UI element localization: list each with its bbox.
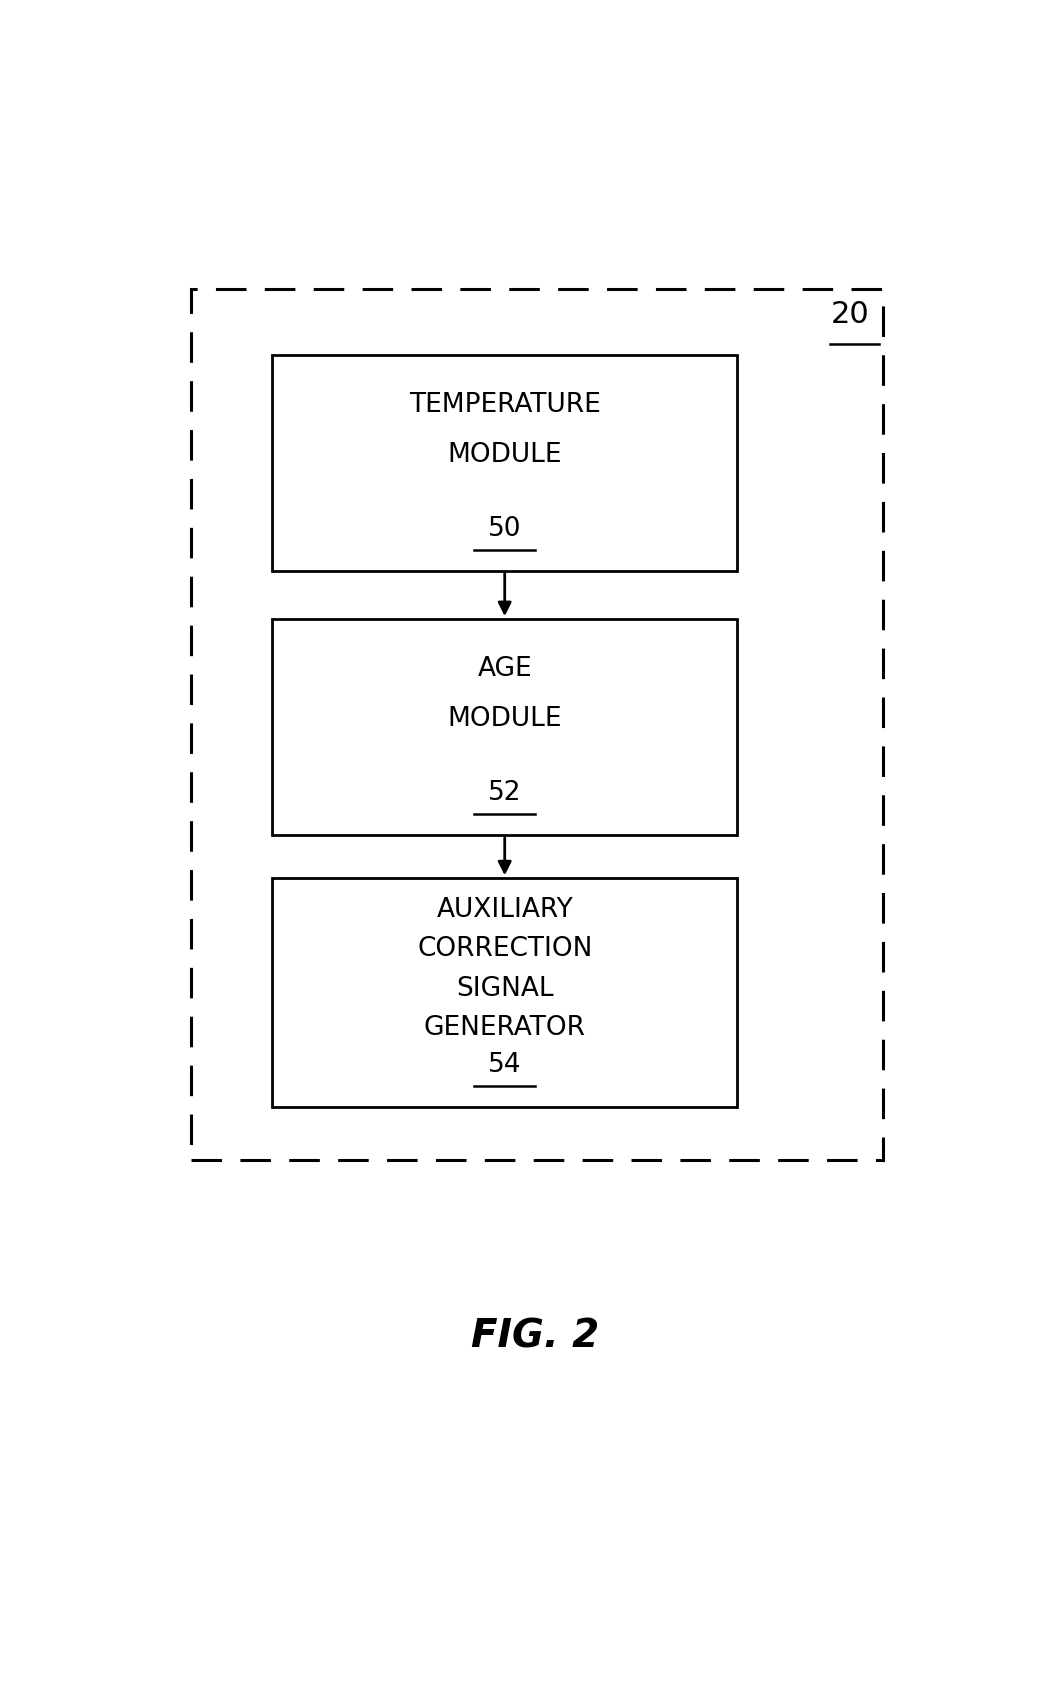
- Text: 20: 20: [830, 299, 869, 328]
- Bar: [272, 355, 737, 571]
- Text: MODULE: MODULE: [448, 706, 562, 733]
- Text: AGE: AGE: [477, 656, 532, 682]
- Bar: [191, 289, 883, 1159]
- Text: AUXILIARY: AUXILIARY: [436, 898, 573, 923]
- Text: CORRECTION: CORRECTION: [417, 937, 592, 962]
- Text: GENERATOR: GENERATOR: [424, 1015, 586, 1040]
- Text: 52: 52: [488, 780, 521, 806]
- Text: TEMPERATURE: TEMPERATURE: [409, 393, 600, 418]
- Text: 54: 54: [488, 1052, 521, 1078]
- Text: SIGNAL: SIGNAL: [456, 976, 553, 1001]
- Text: FIG. 2: FIG. 2: [471, 1318, 599, 1355]
- Bar: [272, 619, 737, 835]
- Text: 50: 50: [488, 515, 521, 542]
- Text: MODULE: MODULE: [448, 442, 562, 468]
- Bar: [272, 879, 737, 1107]
